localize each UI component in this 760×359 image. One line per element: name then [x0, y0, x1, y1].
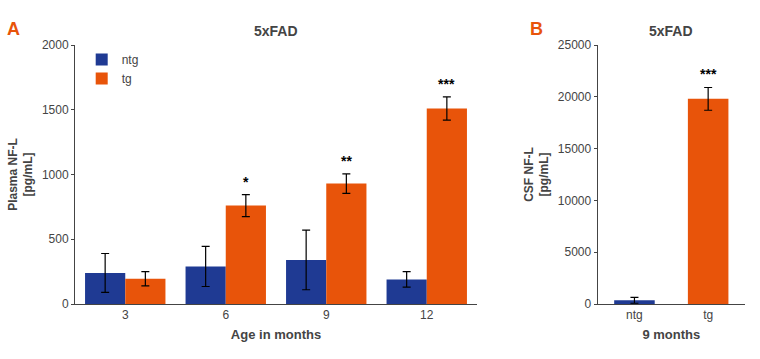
- svg-text:6: 6: [222, 308, 229, 322]
- svg-text:5000: 5000: [564, 245, 591, 259]
- svg-text:Age in months: Age in months: [231, 327, 321, 342]
- svg-text:5xFAD: 5xFAD: [649, 23, 693, 39]
- svg-text:25000: 25000: [558, 38, 592, 52]
- svg-text:ntg: ntg: [122, 53, 139, 67]
- svg-text:10000: 10000: [558, 194, 592, 208]
- svg-text:3: 3: [122, 308, 129, 322]
- svg-text:A: A: [7, 19, 20, 39]
- svg-text:tg: tg: [122, 72, 132, 86]
- svg-text:9 months: 9 months: [642, 327, 700, 342]
- svg-text:**: **: [341, 153, 352, 169]
- svg-text:CSF NF-L[pg/mL]: CSF NF-L[pg/mL]: [522, 147, 552, 202]
- svg-text:500: 500: [49, 232, 69, 246]
- svg-text:Plasma NF-L[pg/mL]: Plasma NF-L[pg/mL]: [6, 138, 36, 211]
- svg-text:0: 0: [62, 297, 69, 311]
- svg-text:5xFAD: 5xFAD: [254, 23, 298, 39]
- svg-text:*: *: [243, 174, 249, 190]
- svg-text:0: 0: [585, 297, 592, 311]
- svg-text:9: 9: [323, 308, 330, 322]
- svg-text:2000: 2000: [42, 38, 69, 52]
- svg-text:1500: 1500: [42, 103, 69, 117]
- svg-text:12: 12: [420, 308, 434, 322]
- svg-text:15000: 15000: [558, 142, 592, 156]
- svg-text:B: B: [530, 19, 543, 39]
- svg-text:ntg: ntg: [626, 308, 643, 322]
- svg-text:1000: 1000: [42, 168, 69, 182]
- svg-text:***: ***: [700, 66, 717, 82]
- svg-text:***: ***: [438, 76, 455, 92]
- svg-text:20000: 20000: [558, 90, 592, 104]
- svg-text:tg: tg: [703, 308, 713, 322]
